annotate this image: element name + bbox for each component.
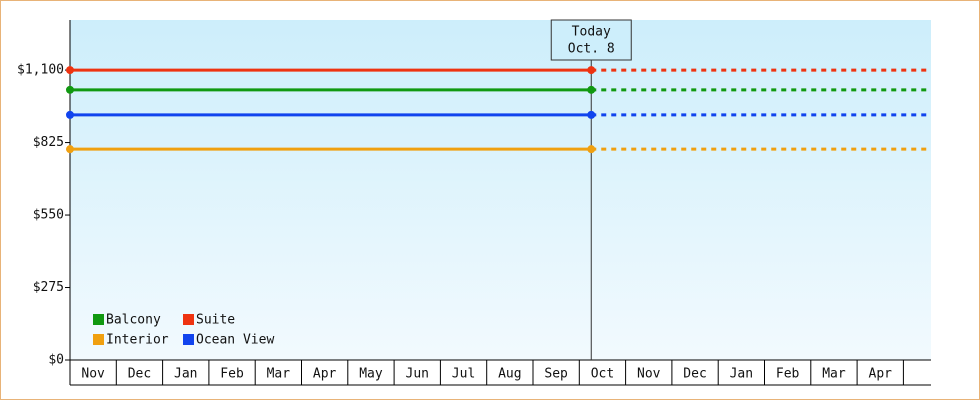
x-tick-label: Jun [406,367,429,382]
x-tick-label: Aug [498,367,521,382]
x-tick-label: Sep [544,367,568,382]
x-tick-label: Apr [869,367,893,382]
point [66,110,74,119]
plot-area [70,20,931,360]
today-label: Today [572,25,611,40]
x-tick-label: Mar [822,367,846,382]
x-tick-label: May [359,367,383,382]
x-tick-label: Dec [683,367,706,382]
legend-swatch [183,334,194,345]
x-tick-label: Dec [128,367,151,382]
y-tick-label: $275 [33,280,64,295]
point [587,145,596,154]
today-date: Oct. 8 [568,42,615,57]
legend-swatch [93,334,104,345]
x-tick-label: Apr [313,367,337,382]
legend-label: Suite [196,313,235,328]
point [587,85,596,94]
legend-label: Interior [106,333,169,348]
x-tick-label: Feb [776,367,800,382]
legend-label: Balcony [106,313,161,328]
today-box [550,19,632,61]
point [587,66,596,75]
legend-label: Ocean View [196,333,274,348]
point [66,85,74,94]
legend-swatch [93,314,104,325]
y-tick-label: $0 [48,353,64,368]
point [66,66,74,75]
x-tick-label: Jul [452,367,475,382]
x-tick-label: Nov [637,367,661,382]
x-tick-label: Jan [174,367,197,382]
y-tick-label: $825 [33,135,64,150]
point [66,145,74,154]
x-tick-label: Jan [730,367,753,382]
y-tick-label: $1,100 [17,63,64,78]
x-tick-label: Oct [591,367,614,382]
x-tick-label: Feb [220,367,244,382]
legend-swatch [183,314,194,325]
y-tick-label: $550 [33,208,64,223]
point [587,110,596,119]
x-tick-label: Mar [267,367,291,382]
x-tick-label: Nov [81,367,105,382]
